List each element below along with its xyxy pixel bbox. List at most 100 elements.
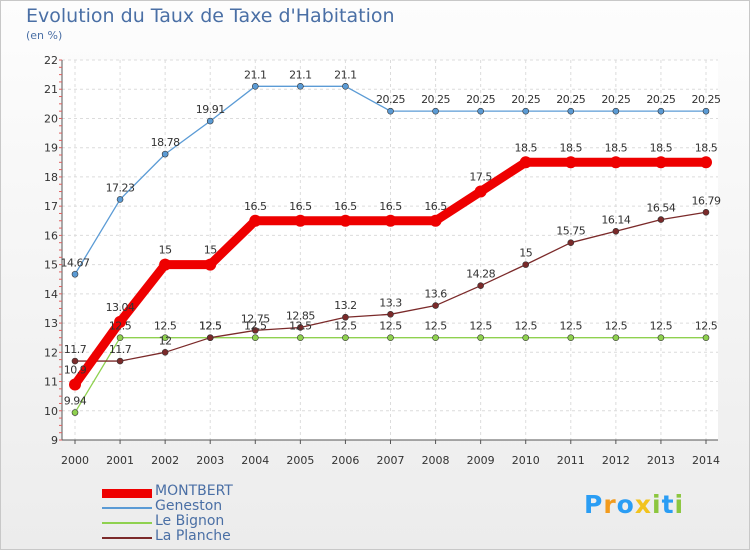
data-label-geneston: 21.1 [289,68,312,81]
brand-letter: P [584,490,604,519]
chart-subtitle: (en %) [26,29,63,42]
data-point-le-bignon [251,334,259,341]
data-point-geneston [567,107,575,115]
data-point-geneston [522,107,530,115]
data-label-la-planche: 12.5 [199,320,222,333]
data-label-le-bignon: 12.5 [334,320,357,333]
legend-swatch-la-planche [102,537,152,539]
data-point-le-bignon [657,334,665,341]
legend-label-montbert: MONTBERT [155,483,233,499]
data-label-le-bignon: 12.5 [154,320,177,333]
data-point-la-planche [612,227,620,235]
data-label-le-bignon: 12.5 [560,320,583,333]
data-label-le-bignon: 12.5 [514,320,537,333]
data-label-montbert: 17.5 [469,171,492,184]
legend-item-montbert: MONTBERT [102,483,402,500]
y-tick-label: 21 [44,83,58,96]
legend-swatch-le-bignon [102,522,152,524]
data-point-montbert [69,378,81,391]
legend-label-le-bignon: Le Bignon [155,513,225,529]
data-point-montbert [159,258,172,271]
data-point-geneston [206,117,214,125]
data-point-le-bignon [297,334,304,341]
data-point-la-planche [206,334,214,341]
data-point-montbert [384,214,397,227]
data-label-le-bignon: 12.5 [289,320,312,333]
data-label-le-bignon: 12.5 [244,320,267,333]
legend-item-le-bignon: Le Bignon [102,513,402,530]
x-tick-label: 2006 [331,454,359,467]
legend-item-geneston: Geneston [102,498,402,515]
data-point-geneston [251,83,259,90]
data-point-montbert [609,156,622,169]
data-label-le-bignon: 12.5 [605,320,628,333]
data-label-montbert: 16.5 [244,200,267,213]
data-label-le-bignon: 12.5 [199,320,222,333]
data-point-la-planche [477,282,484,289]
data-point-geneston [116,196,124,203]
data-label-montbert: 13.04 [106,301,135,314]
data-label-geneston: 20.25 [692,93,721,106]
data-point-la-planche [161,349,169,356]
data-point-la-planche [251,327,259,334]
data-label-montbert: 16.5 [379,200,402,213]
x-tick-label: 2003 [196,454,224,467]
data-point-montbert [339,214,352,227]
data-label-geneston: 20.25 [556,93,585,106]
data-point-montbert [519,156,532,169]
y-tick-label: 18 [44,171,58,184]
data-point-le-bignon [342,334,349,341]
data-label-la-planche: 14.28 [466,268,495,281]
brand-letter: t [661,490,675,519]
data-label-le-bignon: 12.5 [469,320,492,333]
data-label-la-planche: 15.75 [556,225,585,238]
data-label-la-planche: 13.2 [334,299,357,312]
legend-label-geneston: Geneston [155,498,223,514]
data-point-le-bignon [522,334,530,341]
data-point-geneston [161,150,169,158]
brand-letter: r [603,490,617,519]
data-point-geneston [297,83,304,90]
data-label-geneston: 21.1 [334,68,357,81]
data-point-le-bignon [477,334,484,341]
data-point-le-bignon [161,334,169,341]
data-point-geneston [432,107,439,115]
data-point-la-planche [71,357,79,365]
data-point-le-bignon [387,334,394,341]
data-point-montbert [249,214,262,227]
legend-swatch-geneston [102,507,152,509]
data-label-la-planche: 12.75 [241,312,270,325]
data-label-geneston: 17.23 [106,181,135,194]
y-tick-label: 9 [51,434,58,447]
legend-label-la-planche: La Planche [155,528,231,544]
data-point-le-bignon [612,334,620,341]
data-point-montbert [114,315,127,328]
data-point-le-bignon [702,334,710,341]
data-label-geneston: 20.25 [511,93,540,106]
brand-logo: Proxiti [584,490,684,519]
data-label-la-planche: 15 [519,247,532,260]
data-label-la-planche: 13.6 [424,288,447,301]
x-tick-label: 2010 [512,454,540,467]
data-point-geneston [387,107,394,115]
data-label-montbert: 10.9 [64,363,87,376]
data-point-geneston [342,83,349,90]
x-tick-label: 2000 [61,454,89,467]
plot-area [62,60,718,440]
data-point-geneston [71,270,79,278]
data-point-geneston [702,107,710,115]
data-point-le-bignon [432,334,439,341]
data-label-montbert: 18.5 [605,141,628,154]
data-label-montbert: 18.5 [650,141,673,154]
data-point-montbert [429,214,442,227]
brand-letter: i [652,490,662,519]
data-point-le-bignon [567,334,575,341]
legend-swatch-montbert [102,489,152,498]
data-label-le-bignon: 9.94 [64,395,87,408]
y-tick-label: 12 [44,346,58,359]
data-label-la-planche: 11.7 [64,343,87,356]
data-label-la-planche: 12.85 [286,309,315,322]
data-point-la-planche [657,216,665,223]
data-point-la-planche [297,324,304,331]
y-tick-label: 11 [44,376,58,389]
